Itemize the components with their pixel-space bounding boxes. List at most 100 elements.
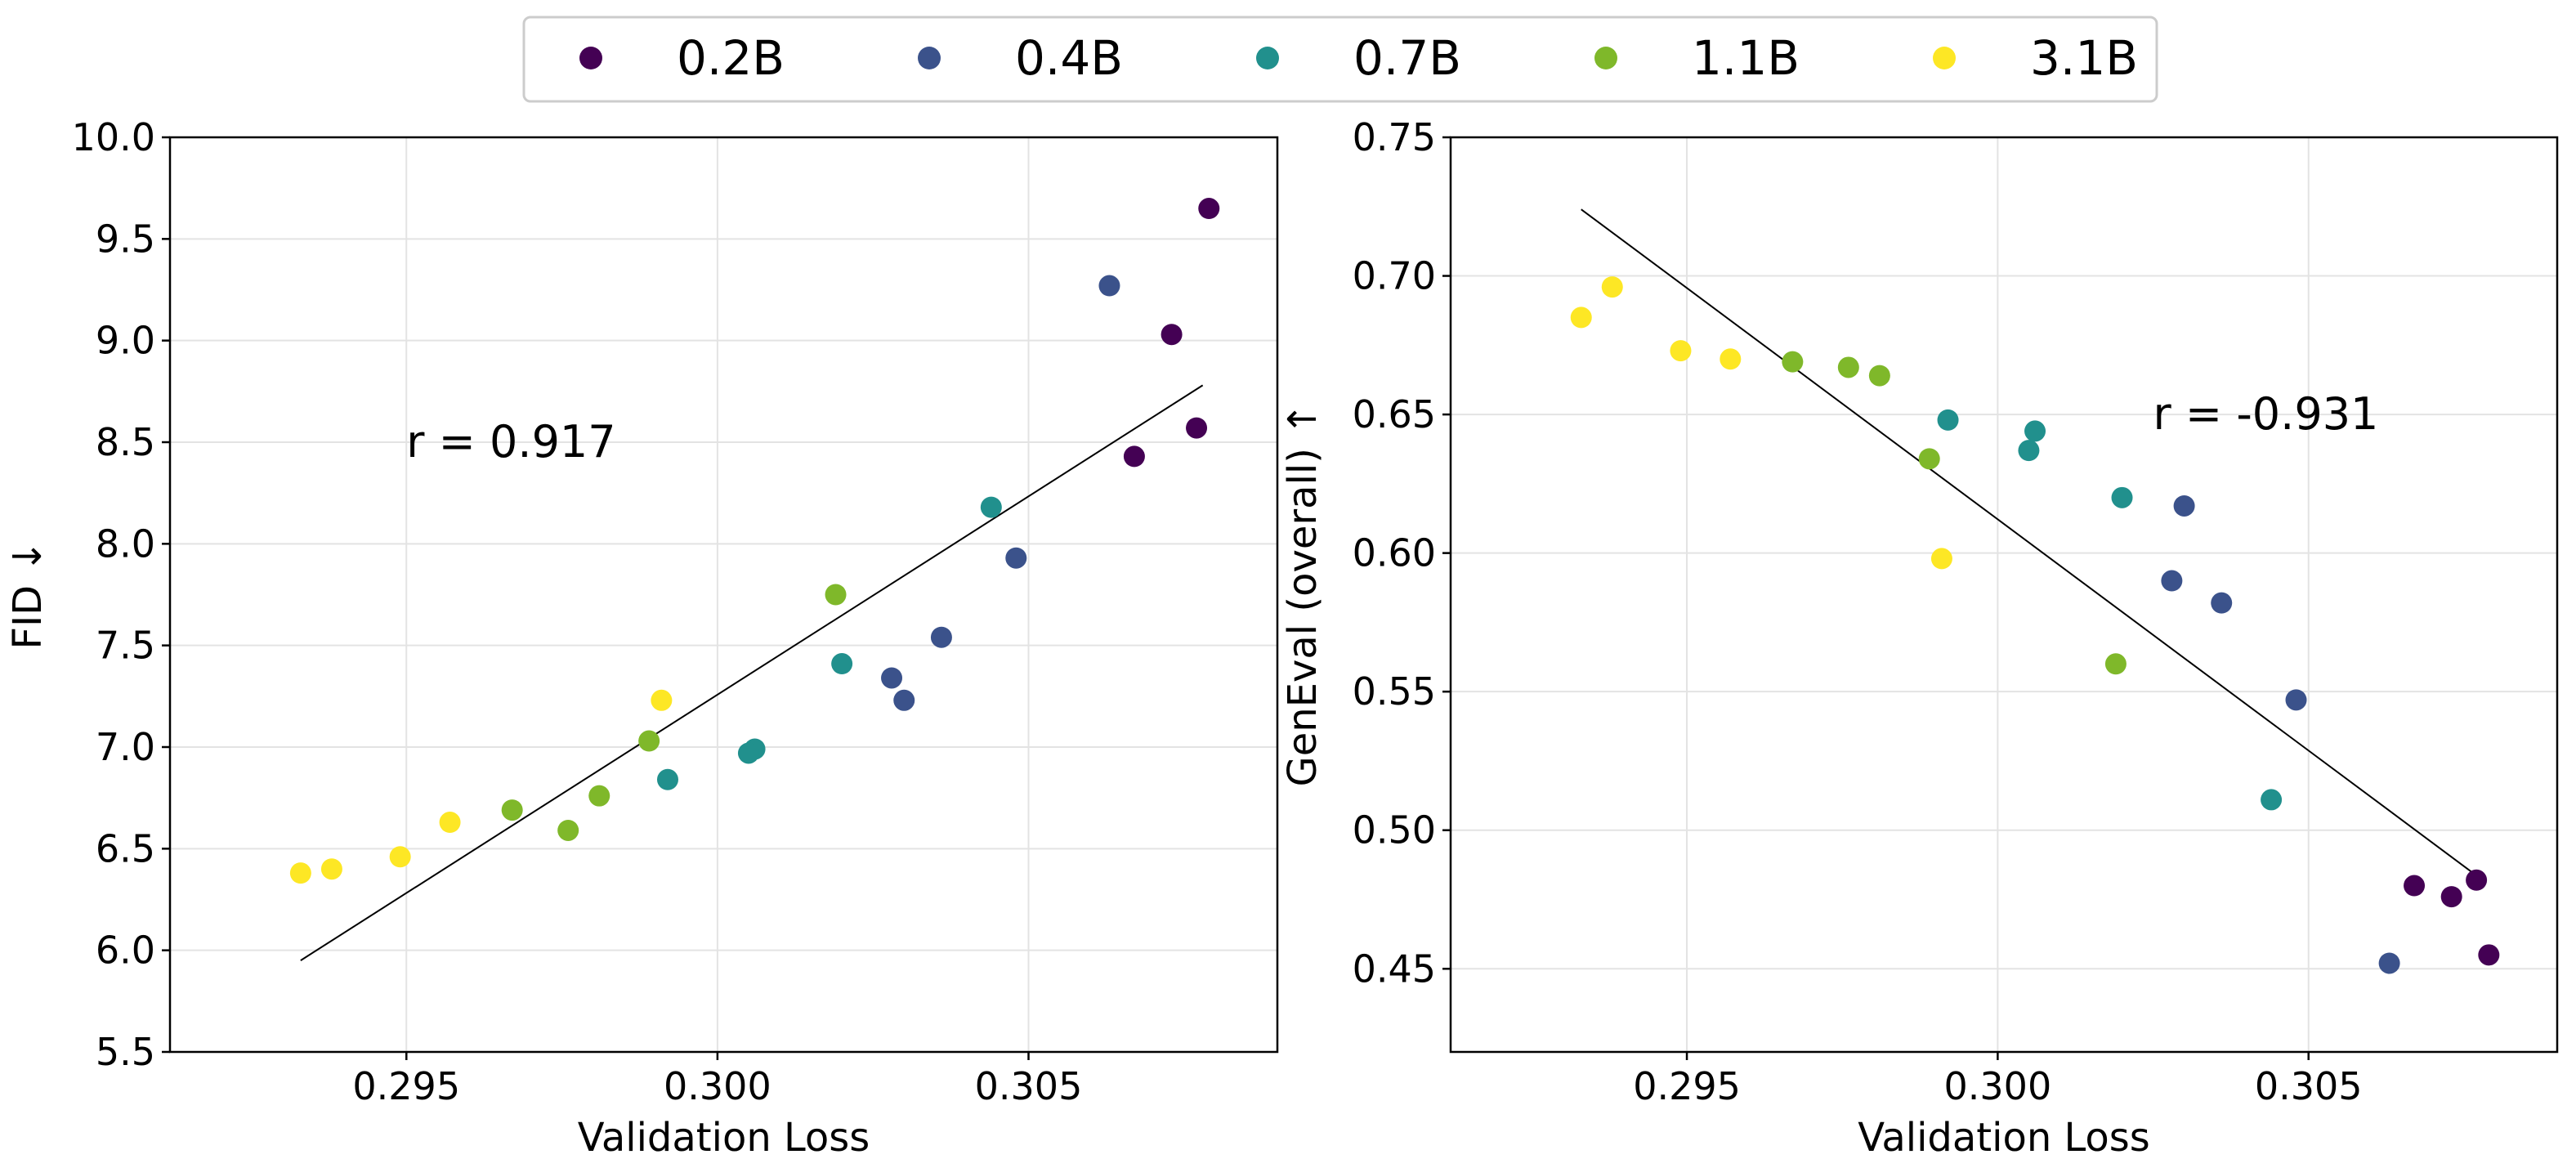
fid-point-3p1B [651, 689, 673, 711]
geneval-x-tick-label: 0.300 [1944, 1064, 2052, 1108]
fid-correlation-annotation: r = 0.917 [406, 416, 615, 468]
fid-point-1p1B [825, 584, 847, 606]
geneval-point-0p4B [2285, 689, 2307, 711]
fid-point-1p1B [638, 730, 660, 752]
geneval-point-0p7B [2111, 486, 2133, 508]
fid-point-0p7B [656, 768, 678, 790]
geneval-point-1p1B [2104, 653, 2127, 675]
legend-label-1p1B: 1.1B [1692, 30, 1800, 86]
fid-x-tick-label: 0.300 [664, 1064, 771, 1108]
fid-point-3p1B [320, 858, 342, 880]
geneval-y-tick-label: 0.60 [1353, 531, 1436, 575]
geneval-point-0p2B [2440, 886, 2462, 908]
geneval-point-1p1B [1782, 351, 1804, 373]
legend-frame [522, 16, 2158, 103]
geneval-point-0p7B [2261, 789, 2283, 811]
geneval-point-0p7B [2018, 440, 2040, 462]
fid-y-axis-label: FID ↓ [5, 539, 51, 649]
geneval-y-tick-label: 0.70 [1353, 254, 1436, 298]
legend-label-3p1B: 3.1B [2030, 30, 2138, 86]
fid-point-0p2B [1186, 417, 1208, 439]
geneval-y-tick-label: 0.55 [1353, 669, 1436, 714]
fid-point-1p1B [501, 799, 523, 821]
geneval-point-0p7B [2024, 420, 2046, 442]
legend-marker-0p2B [579, 47, 602, 69]
geneval-y-tick-label: 0.45 [1353, 946, 1436, 991]
fid-point-0p2B [1161, 324, 1183, 346]
fid-y-tick-label: 6.5 [96, 826, 155, 870]
legend-label-0p2B: 0.2B [677, 30, 785, 86]
geneval-point-0p2B [2466, 869, 2488, 891]
fid-grid [170, 136, 1277, 1053]
geneval-ticks: 0.295 0.300 0.305 0.45 0.50 0.55 0.60 0.65 0.70 0… [1353, 115, 2363, 1108]
fid-axes-frame [168, 136, 1279, 1054]
legend-label-0p7B: 0.7B [1353, 30, 1461, 86]
legend-marker-1p1B [1594, 47, 1617, 69]
fid-point-0p4B [1098, 275, 1120, 297]
fid-point-0p4B [1005, 547, 1027, 569]
legend-marker-0p4B [918, 47, 941, 69]
fid-point-0p7B [831, 653, 853, 675]
fid-y-tick-label: 7.0 [96, 725, 155, 769]
geneval-point-0p7B [1937, 409, 1959, 431]
fid-ticks: 0.295 0.300 0.305 5.5 6.0 6.5 7.0 7.5 8.0 8.5 9.0 9… [72, 115, 1083, 1108]
geneval-x-axis-label: Validation Loss [1858, 1115, 2150, 1159]
geneval-point-0p2B [2404, 875, 2426, 897]
geneval-y-tick-label: 0.65 [1353, 392, 1436, 436]
fid-point-0p7B [980, 496, 1002, 518]
fid-y-tick-label: 8.0 [96, 521, 155, 566]
geneval-point-3p1B [1601, 276, 1623, 298]
fid-point-0p4B [893, 689, 915, 711]
legend-label-0p4B: 0.4B [1015, 30, 1123, 86]
fid-point-0p2B [1198, 198, 1220, 220]
geneval-point-1p1B [1837, 356, 1859, 378]
geneval-point-1p1B [1918, 448, 1940, 470]
fid-x-tick-label: 0.305 [975, 1064, 1083, 1108]
legend-marker-3p1B [1933, 47, 1956, 69]
fid-y-tick-label: 9.5 [96, 217, 155, 261]
geneval-x-tick-label: 0.295 [1633, 1064, 1741, 1108]
geneval-y-tick-label: 0.50 [1353, 808, 1436, 852]
geneval-grid [1451, 136, 2557, 1052]
fid-point-3p1B [289, 862, 311, 884]
geneval-correlation-annotation: r = -0.931 [2153, 388, 2379, 440]
fid-y-tick-label: 9.0 [96, 319, 155, 363]
fid-x-axis-label: Validation Loss [578, 1115, 870, 1159]
geneval-point-0p4B [2211, 592, 2233, 614]
geneval-point-0p4B [2161, 570, 2183, 592]
fid-points [289, 198, 1220, 884]
fid-y-tick-label: 7.5 [96, 624, 155, 668]
fid-point-3p1B [389, 846, 411, 868]
geneval-point-0p4B [2378, 952, 2400, 974]
fid-point-0p2B [1123, 445, 1145, 468]
fid-point-3p1B [439, 812, 461, 834]
geneval-fit-line-group [1581, 208, 2484, 881]
fid-point-0p4B [930, 626, 952, 648]
fid-point-1p1B [557, 819, 579, 841]
geneval-point-0p4B [2173, 494, 2195, 517]
geneval-y-axis-label: GenEval (overall) ↑ [1280, 403, 1326, 787]
geneval-x-tick-label: 0.305 [2255, 1064, 2363, 1108]
geneval-points [1570, 276, 2500, 974]
geneval-fit-line [1581, 208, 2484, 881]
fid-point-0p4B [881, 667, 903, 689]
geneval-point-3p1B [1930, 548, 1952, 570]
fid-x-tick-label: 0.295 [352, 1064, 460, 1108]
geneval-y-tick-label: 0.75 [1353, 115, 1436, 159]
fid-plot: 0.295 0.300 0.305 5.5 6.0 6.5 7.0 7.5 8.0 8.5 9.0 9… [5, 115, 1279, 1159]
legend-marker-0p7B [1256, 47, 1279, 69]
fid-point-0p7B [737, 742, 759, 764]
geneval-point-3p1B [1570, 307, 1592, 329]
fid-fit-line-group [300, 384, 1204, 961]
fid-y-tick-label: 6.0 [96, 929, 155, 973]
geneval-point-1p1B [1868, 365, 1890, 387]
fid-point-1p1B [588, 785, 610, 807]
fid-y-tick-label: 5.5 [96, 1030, 155, 1074]
geneval-axes-frame [1449, 136, 2559, 1054]
geneval-point-3p1B [1720, 348, 1742, 370]
legend: 0.2B 0.4B 0.7B 1.1B 3.1B [522, 16, 2158, 103]
geneval-point-3p1B [1670, 340, 1692, 362]
fid-y-tick-label: 10.0 [72, 115, 155, 159]
geneval-point-0p2B [2478, 944, 2500, 966]
